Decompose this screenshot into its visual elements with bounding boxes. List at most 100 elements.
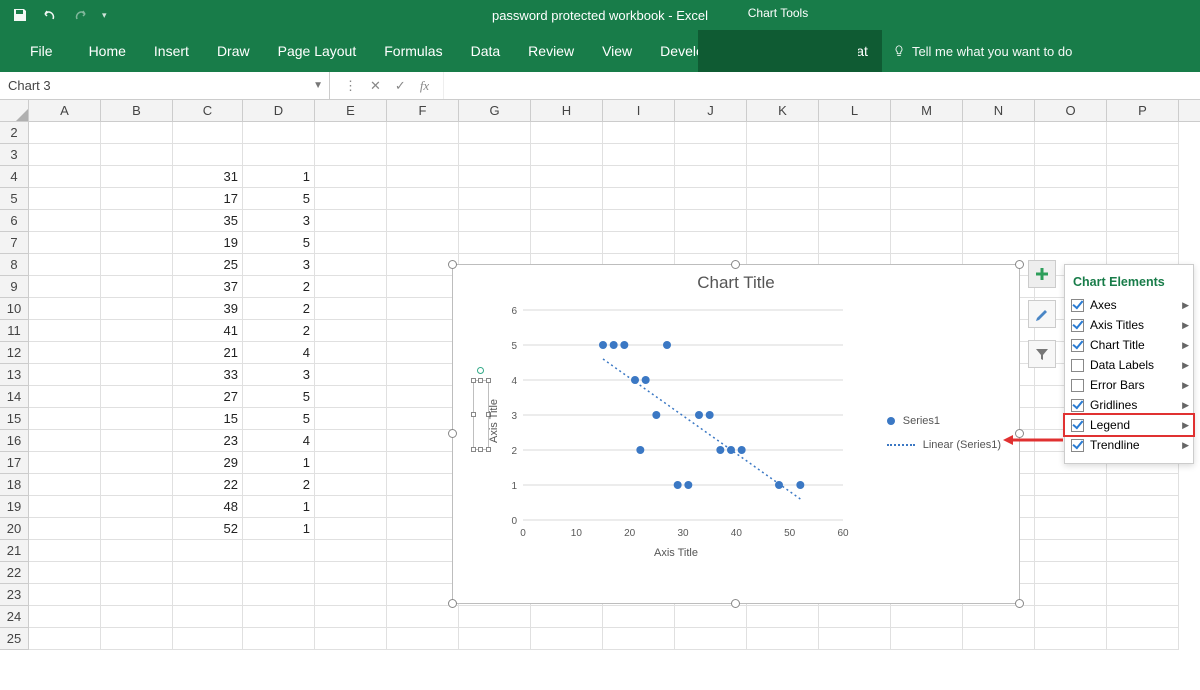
checkbox-icon[interactable] <box>1071 319 1084 332</box>
cell[interactable] <box>101 232 173 254</box>
row-header[interactable]: 24 <box>0 606 29 628</box>
cell[interactable] <box>963 628 1035 650</box>
y-axis-title[interactable]: Axis Title <box>488 399 500 443</box>
cell[interactable]: 2 <box>243 298 315 320</box>
cancel-icon[interactable]: ✕ <box>370 78 381 94</box>
cell[interactable]: 31 <box>173 166 243 188</box>
cell[interactable] <box>101 408 173 430</box>
cell[interactable] <box>603 232 675 254</box>
cell[interactable] <box>101 386 173 408</box>
row-header[interactable]: 16 <box>0 430 29 452</box>
checkbox-icon[interactable] <box>1071 359 1084 372</box>
cell[interactable] <box>675 606 747 628</box>
tell-me-search[interactable]: Tell me what you want to do <box>882 44 1072 59</box>
row-header[interactable]: 9 <box>0 276 29 298</box>
cell[interactable] <box>101 474 173 496</box>
cell[interactable] <box>315 276 387 298</box>
cell[interactable] <box>1107 606 1179 628</box>
chart-filters-button[interactable] <box>1028 340 1056 368</box>
tab-home[interactable]: Home <box>75 30 140 72</box>
chevron-right-icon[interactable]: ▶ <box>1182 300 1189 311</box>
cell[interactable] <box>243 122 315 144</box>
cell[interactable] <box>891 188 963 210</box>
cell[interactable]: 41 <box>173 320 243 342</box>
tab-draw[interactable]: Draw <box>203 30 264 72</box>
rotate-handle[interactable] <box>477 367 484 374</box>
column-header[interactable]: K <box>747 100 819 121</box>
tab-data[interactable]: Data <box>457 30 515 72</box>
row-header[interactable]: 15 <box>0 408 29 430</box>
column-header[interactable]: E <box>315 100 387 121</box>
cell[interactable]: 27 <box>173 386 243 408</box>
cell[interactable] <box>963 606 1035 628</box>
cell[interactable] <box>29 298 101 320</box>
cell[interactable] <box>459 122 531 144</box>
cell[interactable] <box>603 628 675 650</box>
cell[interactable] <box>819 166 891 188</box>
chart-title[interactable]: Chart Title <box>453 265 1019 293</box>
cell[interactable] <box>29 408 101 430</box>
row-header[interactable]: 19 <box>0 496 29 518</box>
cell[interactable] <box>1107 232 1179 254</box>
cell[interactable] <box>1107 144 1179 166</box>
column-header[interactable]: A <box>29 100 101 121</box>
cell[interactable] <box>29 320 101 342</box>
cell[interactable] <box>891 628 963 650</box>
cell[interactable] <box>173 144 243 166</box>
cell[interactable] <box>531 232 603 254</box>
cell[interactable] <box>603 606 675 628</box>
cell[interactable] <box>1107 122 1179 144</box>
cell[interactable] <box>387 122 459 144</box>
cell[interactable] <box>675 166 747 188</box>
cell[interactable] <box>387 386 459 408</box>
column-header[interactable]: P <box>1107 100 1179 121</box>
cell[interactable] <box>747 232 819 254</box>
cell[interactable] <box>1107 540 1179 562</box>
row-header[interactable]: 20 <box>0 518 29 540</box>
cell[interactable] <box>29 210 101 232</box>
cell[interactable] <box>387 452 459 474</box>
resize-handle[interactable] <box>448 599 457 608</box>
cell[interactable] <box>243 562 315 584</box>
undo-icon[interactable] <box>42 7 58 23</box>
cell[interactable] <box>387 518 459 540</box>
cell[interactable] <box>315 166 387 188</box>
cell[interactable] <box>891 166 963 188</box>
cell[interactable] <box>101 540 173 562</box>
cell[interactable]: 5 <box>243 232 315 254</box>
chevron-right-icon[interactable]: ▶ <box>1182 420 1189 431</box>
row-header[interactable]: 25 <box>0 628 29 650</box>
cell[interactable] <box>531 628 603 650</box>
cell[interactable] <box>101 122 173 144</box>
cell[interactable] <box>819 122 891 144</box>
cell[interactable] <box>29 474 101 496</box>
row-header[interactable]: 23 <box>0 584 29 606</box>
cell[interactable] <box>387 342 459 364</box>
cell[interactable] <box>459 232 531 254</box>
cell[interactable] <box>891 144 963 166</box>
column-header[interactable]: I <box>603 100 675 121</box>
cell[interactable] <box>387 364 459 386</box>
cell[interactable] <box>29 122 101 144</box>
cell[interactable]: 1 <box>243 452 315 474</box>
cell[interactable] <box>387 562 459 584</box>
cell[interactable] <box>675 210 747 232</box>
cell[interactable] <box>819 188 891 210</box>
cell[interactable] <box>675 122 747 144</box>
cell[interactable] <box>101 144 173 166</box>
embedded-chart[interactable]: Chart Title Axis Title 01234560102030405… <box>452 264 1020 604</box>
chart-elements-button[interactable] <box>1028 260 1056 288</box>
cell[interactable] <box>29 386 101 408</box>
cell[interactable] <box>603 210 675 232</box>
cell[interactable] <box>29 562 101 584</box>
resize-handle[interactable] <box>448 260 457 269</box>
cell[interactable] <box>315 320 387 342</box>
cell[interactable] <box>387 276 459 298</box>
cell[interactable] <box>243 144 315 166</box>
cell[interactable]: 3 <box>243 364 315 386</box>
cell[interactable] <box>315 210 387 232</box>
column-header[interactable]: D <box>243 100 315 121</box>
row-header[interactable]: 17 <box>0 452 29 474</box>
cell[interactable] <box>101 562 173 584</box>
cell[interactable]: 5 <box>243 188 315 210</box>
